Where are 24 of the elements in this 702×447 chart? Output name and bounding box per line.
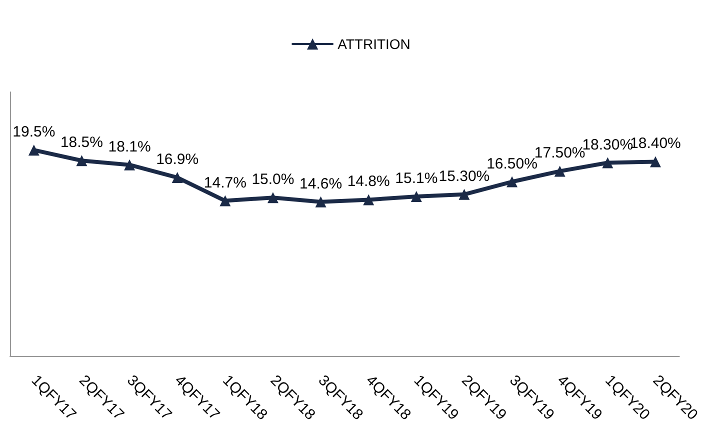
point — [220, 195, 231, 206]
point — [363, 194, 374, 206]
point — [602, 157, 614, 168]
point — [410, 191, 422, 202]
data-label: 18.1% — [108, 138, 151, 156]
point — [28, 144, 40, 156]
point — [458, 188, 470, 200]
data-label: 14.6% — [300, 175, 342, 192]
point — [267, 192, 278, 204]
point — [315, 196, 326, 208]
data-label: 16.9% — [156, 151, 199, 168]
data-label: 14.7% — [204, 174, 246, 192]
point — [506, 176, 518, 188]
data-label: 15.0% — [252, 171, 294, 188]
point — [650, 156, 661, 168]
point — [76, 155, 88, 166]
point — [172, 172, 183, 184]
data-label: 15.1% — [395, 170, 438, 188]
data-label: 18.5% — [60, 134, 103, 152]
legend-label: ATTRITION — [338, 36, 410, 52]
point — [554, 166, 566, 177]
data-label: 19.5% — [12, 124, 56, 141]
data-label: 14.8% — [347, 173, 390, 190]
point — [124, 159, 136, 170]
